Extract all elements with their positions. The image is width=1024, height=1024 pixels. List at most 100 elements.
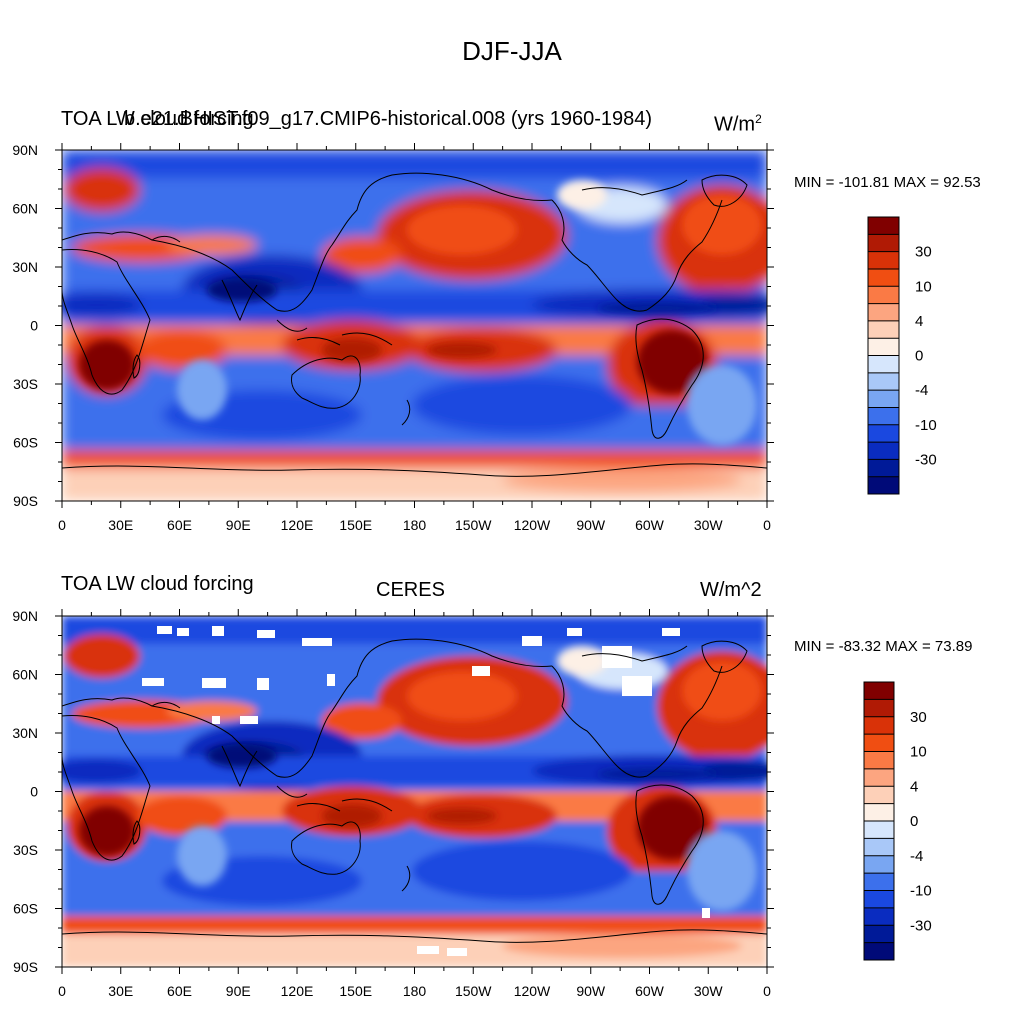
panel2-colorbar: 30 10 4 0 -4 -10 -30 xyxy=(863,681,932,961)
panel1-colorbar-label: -4 xyxy=(915,382,928,399)
panel1-lon-label: 0 xyxy=(763,517,771,533)
panel2-lon-label: 150W xyxy=(455,983,492,999)
panel2-colorbar-box xyxy=(864,855,894,874)
panel2-colorbar-box xyxy=(864,838,894,857)
panel2-lat-label: 60N xyxy=(12,667,38,683)
panel1-colorbar-frame xyxy=(867,216,900,495)
panel2-lon-label: 60W xyxy=(635,983,665,999)
panel1-lat-label: 60N xyxy=(12,201,38,217)
panel2-lon-label: 180 xyxy=(403,983,427,999)
panel1-lat-label: 0 xyxy=(30,318,38,334)
panel1-colorbar: 30 10 4 0 -4 -10 -30 xyxy=(867,216,937,495)
panel2-colorbar-frame xyxy=(863,681,895,961)
panel2-lon-label: 150E xyxy=(339,983,372,999)
panel2-colorbar-box xyxy=(864,751,894,770)
panel1-lat-label: 60S xyxy=(13,435,38,451)
panel2-lon-label: 0 xyxy=(58,983,66,999)
panel2-lat-label: 30N xyxy=(12,725,38,741)
panel1-lat-label: 30S xyxy=(13,376,38,392)
panel1-colorbar-box xyxy=(868,338,899,356)
panel2-lon-label: 60E xyxy=(167,983,192,999)
panel1-colorbar-label: -10 xyxy=(915,417,937,434)
panel1-colorbar-label: 10 xyxy=(915,278,932,295)
panel1-lon-label: 180 xyxy=(403,517,427,533)
panel1-colorbar-box xyxy=(868,320,899,339)
panel2-colorbar-label: -10 xyxy=(910,883,932,900)
panel2-lat-label: 90N xyxy=(12,608,38,624)
panel2-colorbar-label: 10 xyxy=(910,744,927,761)
panel1-min-max: MIN = -101.81 MAX = 92.53 xyxy=(794,174,981,191)
panel2-lat-label: 0 xyxy=(30,784,38,800)
panel1-lat-label: 90N xyxy=(12,142,38,158)
panel1-colorbar-label: 4 xyxy=(915,313,923,330)
panel2-lon-label: 0 xyxy=(763,983,771,999)
panel2-colorbar-box xyxy=(864,890,894,909)
panel2-colorbar-box xyxy=(864,942,894,961)
panel2-colorbar-box xyxy=(864,907,894,926)
panel1-colorbar-box xyxy=(868,234,899,253)
panel1-lon-label: 90E xyxy=(226,517,251,533)
panel2-colorbar-box xyxy=(864,682,894,700)
panel1-center-title: b.e21.BHIST.f09_g17.CMIP6-historical.008… xyxy=(124,108,653,130)
panel1-colorbar-box xyxy=(868,407,899,426)
figure-title: DJF-JJA xyxy=(462,36,562,66)
panel2-lon-label: 30W xyxy=(694,983,724,999)
panel2-colorbar-box xyxy=(864,803,894,822)
panel1-left-title: TOA LW cloud forcing xyxy=(61,108,254,130)
panel1-colorbar-box xyxy=(868,372,899,391)
panel2-min-max: MIN = -83.32 MAX = 73.89 xyxy=(794,638,973,655)
panel1-lon-label: 60W xyxy=(635,517,665,533)
panel1-lon-label: 30W xyxy=(694,517,724,533)
panel1-colorbar-label: -30 xyxy=(915,451,937,468)
panel1-lon-label: 120W xyxy=(514,517,551,533)
panel2-lat-label: 90S xyxy=(13,959,38,975)
panel2-colorbar-box xyxy=(864,768,894,787)
panel1-colorbar-box xyxy=(868,476,899,495)
panel1-colorbar-box xyxy=(868,424,899,443)
panel2-map xyxy=(61,615,768,968)
panel1-lon-label: 30E xyxy=(108,517,133,533)
panel1-colorbar-box xyxy=(868,268,899,287)
panel2-lon-label: 120E xyxy=(281,983,314,999)
panel1-colorbar-box xyxy=(868,390,899,408)
panel2-colorbar-box xyxy=(864,786,894,805)
panel1-colorbar-box xyxy=(868,459,899,478)
panel2-center-title: CERES xyxy=(376,579,445,601)
panel1-units-superscript: 2 xyxy=(755,112,762,126)
panel2-lon-label: 30E xyxy=(108,983,133,999)
panel2-colorbar-box xyxy=(864,873,894,891)
panel2-colorbar-box xyxy=(864,699,894,718)
panel1-lon-label: 150W xyxy=(455,517,492,533)
panel1-colorbar-label: 0 xyxy=(915,348,923,365)
panel2-lon-label: 120W xyxy=(514,983,551,999)
panel2-colorbar-label: 4 xyxy=(910,778,918,795)
panel2-axes: 0 30E 60E 90E 120E 150E 180 150W 120W 90W 60W 30W 0 9… xyxy=(12,608,774,999)
panel2-left-title: TOA LW cloud forcing xyxy=(61,573,254,595)
panel2-colorbar-box xyxy=(864,716,894,735)
panel2-colorbar-box xyxy=(864,821,894,839)
panel2-lon-label: 90E xyxy=(226,983,251,999)
panel1-lon-label: 0 xyxy=(58,517,66,533)
panel1-lon-label: 90W xyxy=(576,517,606,533)
panel1-units: W/m2 xyxy=(714,112,762,137)
panel2-lat-label: 60S xyxy=(13,901,38,917)
panel1-colorbar-box xyxy=(868,251,899,270)
panel2-lat-label: 30S xyxy=(13,842,38,858)
panel1-lat-label: 30N xyxy=(12,259,38,275)
panel1-map xyxy=(61,149,768,502)
panel1-units-text: W/m xyxy=(714,113,756,136)
panel2-colorbar-box xyxy=(864,734,894,752)
panel1-lon-label: 150E xyxy=(339,517,372,533)
panel1-axes: 0 30E 60E 90E 120E 150E 180 150W 120W 90W 60W 30W 0 9… xyxy=(12,142,774,533)
panel1-colorbar-box xyxy=(868,303,899,322)
panel2-colorbar-label: -4 xyxy=(910,848,923,865)
panel1-lat-label: 90S xyxy=(13,493,38,509)
panel1-colorbar-box xyxy=(868,355,899,374)
panel1-colorbar-box xyxy=(868,217,899,235)
panel1-lon-label: 60E xyxy=(167,517,192,533)
panel2-colorbar-box xyxy=(864,925,894,944)
panel1-colorbar-label: 30 xyxy=(915,244,932,261)
panel2-units: W/m^2 xyxy=(700,579,762,601)
panel2-colorbar-label: 0 xyxy=(910,813,918,830)
